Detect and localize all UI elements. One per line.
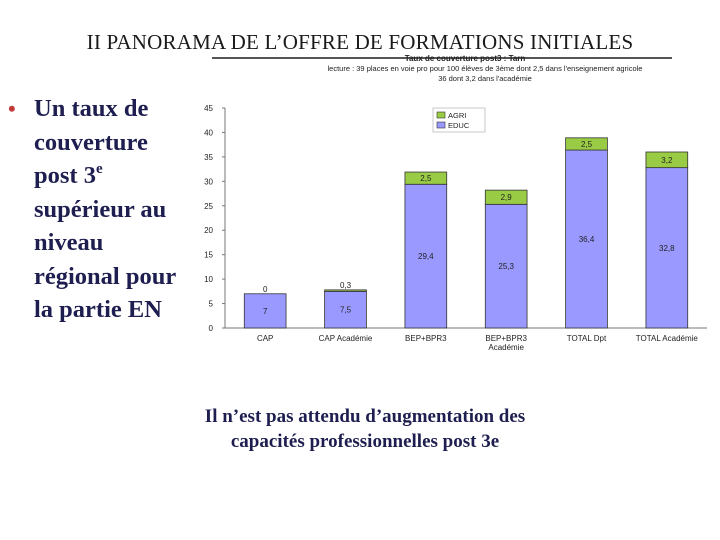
chart-subtitle-line: lecture : 39 places en voie pro pour 100… [328, 64, 643, 73]
data-label-agri: 2,5 [581, 140, 593, 149]
x-tick-label: CAP [257, 334, 273, 343]
chart-subtitle-line: 36 dont 3,2 dans l'académie [438, 74, 532, 83]
legend-swatch [436, 111, 446, 119]
data-label-agri: 0 [263, 285, 268, 294]
legend-label: AGRI [448, 111, 466, 120]
x-tick-label: BEP+BPR3 [485, 334, 527, 343]
y-tick-label: 20 [204, 226, 213, 235]
bullet-line: couverture [34, 128, 148, 156]
y-tick-label: 15 [204, 251, 213, 260]
bar-educ [404, 183, 448, 329]
bar-agri [404, 171, 448, 185]
y-tick-label: 30 [204, 177, 213, 186]
slide-title: II PANORAMA DE L’OFFRE DE FORMATIONS INI… [86, 30, 634, 54]
conclusion: Il n’est pas attendu d’augmentation des … [130, 404, 600, 454]
y-tick-label: 5 [209, 300, 214, 309]
title-underline [212, 57, 672, 59]
data-label-educ: 7,5 [340, 306, 352, 315]
legend-label: EDUC [448, 121, 470, 130]
bar-agri [565, 137, 608, 151]
legend-swatch [436, 121, 446, 129]
y-tick-label: 35 [204, 153, 213, 162]
y-tick-label: 45 [204, 104, 213, 113]
bar-educ [645, 167, 689, 329]
bar-educ [243, 293, 287, 329]
x-tick-label: TOTAL Dpt [567, 334, 607, 343]
data-label-educ: 36,4 [579, 235, 595, 244]
bullet-line: régional pour [34, 262, 177, 290]
conclusion-line: Il n’est pas attendu d’augmentation des [204, 406, 526, 427]
bar-agri [324, 289, 367, 292]
bullet-text: Un taux de couverture post 3e supérieur … [34, 92, 209, 327]
x-tick-label: BEP+BPR3 [405, 334, 447, 343]
chart-title: Taux de couverture post3 : Tarn [405, 54, 526, 63]
data-label-agri: 2,9 [501, 193, 513, 202]
bullet-line: post 3 [34, 162, 96, 189]
data-label-educ: 7 [263, 307, 268, 316]
bullet-line: supérieur au [34, 195, 167, 223]
y-tick-label: 10 [204, 275, 213, 284]
bullet-line: la partie EN [34, 296, 162, 323]
bar-educ [484, 203, 528, 329]
chart: Taux de couverture post3 : Tarn lecture :… [195, 50, 715, 360]
data-label-educ: 32,8 [659, 244, 675, 253]
bar-agri [484, 189, 528, 205]
conclusion-line: capacités professionnelles post 3e [230, 431, 500, 452]
data-label-agri: 3,2 [661, 156, 673, 165]
data-label-educ: 29,4 [418, 252, 434, 261]
x-tick-label: Académie [488, 343, 524, 352]
bullet-superscript: e [95, 161, 103, 177]
bullet-line: niveau [34, 229, 104, 256]
bar-agri [645, 151, 689, 169]
bullet-dot-icon: • [8, 96, 16, 121]
y-tick-label: 0 [209, 324, 214, 333]
x-tick-label: TOTAL Académie [636, 334, 699, 343]
data-label-agri: 0,3 [340, 281, 352, 290]
y-tick-label: 40 [204, 128, 213, 137]
bullet-line-with-sup: post 3e [34, 159, 209, 193]
y-tick-label: 25 [204, 202, 213, 211]
x-tick-label: CAP Académie [319, 334, 373, 343]
data-label-agri: 2,5 [420, 174, 432, 183]
data-label-educ: 25,3 [498, 262, 514, 271]
bullet-line: Un taux de [34, 95, 149, 122]
